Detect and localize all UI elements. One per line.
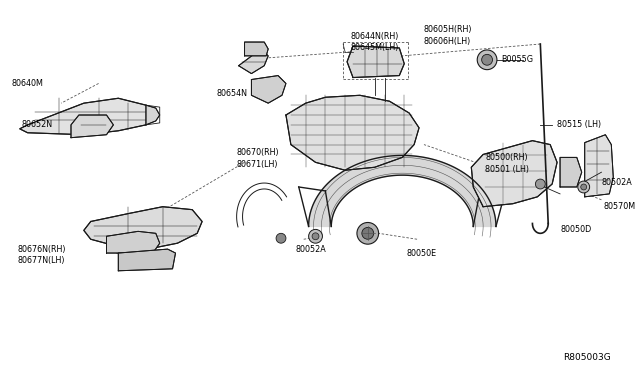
Polygon shape xyxy=(146,105,160,125)
Circle shape xyxy=(357,222,379,244)
Polygon shape xyxy=(252,76,286,103)
Circle shape xyxy=(477,50,497,70)
Circle shape xyxy=(362,227,374,239)
Polygon shape xyxy=(239,52,268,74)
Circle shape xyxy=(308,230,323,243)
Text: 80652N: 80652N xyxy=(22,121,53,129)
Polygon shape xyxy=(308,155,496,227)
Text: 80670(RH): 80670(RH) xyxy=(237,148,279,157)
Circle shape xyxy=(482,54,493,65)
Circle shape xyxy=(578,181,589,193)
Circle shape xyxy=(312,233,319,240)
Text: 80515 (LH): 80515 (LH) xyxy=(557,121,601,129)
Text: 80654N: 80654N xyxy=(217,89,248,98)
Circle shape xyxy=(276,233,286,243)
Polygon shape xyxy=(20,98,153,135)
Polygon shape xyxy=(84,207,202,249)
Polygon shape xyxy=(347,46,404,77)
Text: 80501 (LH): 80501 (LH) xyxy=(485,165,529,174)
Text: 80052A: 80052A xyxy=(296,245,326,254)
Text: R805003G: R805003G xyxy=(564,353,611,362)
Text: B0055G: B0055G xyxy=(501,55,533,64)
Text: 80677N(LH): 80677N(LH) xyxy=(18,256,65,266)
Polygon shape xyxy=(71,115,113,138)
Polygon shape xyxy=(560,157,582,187)
Circle shape xyxy=(580,184,587,190)
Polygon shape xyxy=(118,249,175,271)
Polygon shape xyxy=(286,95,419,170)
Text: 80676N(RH): 80676N(RH) xyxy=(18,245,67,254)
Text: 80606H(LH): 80606H(LH) xyxy=(424,36,471,45)
Text: 80502A: 80502A xyxy=(602,177,632,186)
Polygon shape xyxy=(106,231,160,253)
Polygon shape xyxy=(585,135,613,197)
Text: 80640M: 80640M xyxy=(12,79,44,88)
Circle shape xyxy=(536,179,545,189)
Text: 80644N(RH): 80644N(RH) xyxy=(350,32,399,41)
Text: 80050E: 80050E xyxy=(406,248,436,257)
Text: 80570M: 80570M xyxy=(604,202,636,211)
Text: 80050D: 80050D xyxy=(560,225,591,234)
Polygon shape xyxy=(244,42,268,56)
Text: 80500(RH): 80500(RH) xyxy=(485,153,528,162)
Text: 80605H(RH): 80605H(RH) xyxy=(424,25,472,34)
Polygon shape xyxy=(471,141,557,207)
Text: 80645M(LH): 80645M(LH) xyxy=(350,44,399,52)
Text: 80671(LH): 80671(LH) xyxy=(237,160,278,169)
